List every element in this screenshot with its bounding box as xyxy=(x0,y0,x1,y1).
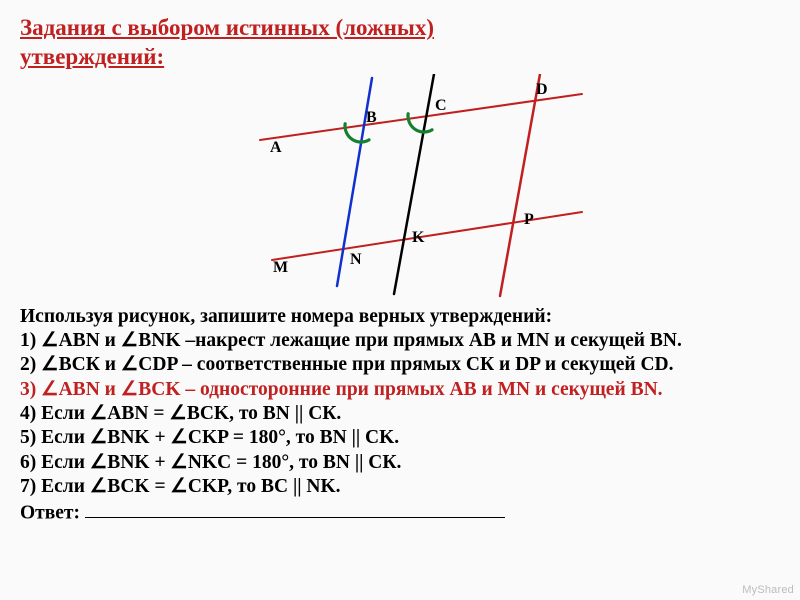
statement-7: 7) Если ∠BCK = ∠CKP, то BC || NK. xyxy=(20,475,780,499)
answer-label: Ответ: xyxy=(20,502,85,523)
statement-2: 2) ∠BCК и ∠CDP – соответственные при пря… xyxy=(20,353,780,377)
line-3 xyxy=(394,74,434,294)
statement-3: 3) ∠ABN и ∠BCK – односторонние при прямы… xyxy=(20,378,780,402)
task-body: Используя рисунок, запишите номера верны… xyxy=(20,305,780,526)
point-label-B: B xyxy=(366,109,377,126)
instruction-text: Используя рисунок, запишите номера верны… xyxy=(20,305,780,329)
title-line-2: утверждений: xyxy=(20,44,164,69)
line-4 xyxy=(500,74,540,296)
point-label-A: A xyxy=(270,139,282,156)
statement-1: 1) ∠ABN и ∠BNK –накрест лежащие при прям… xyxy=(20,329,780,353)
point-label-K: K xyxy=(412,229,425,246)
point-label-M: M xyxy=(273,259,288,276)
point-label-P: P xyxy=(524,211,534,228)
point-label-C: C xyxy=(435,97,447,114)
answer-blank xyxy=(85,500,505,519)
geometry-diagram: A B C D M N K P xyxy=(210,74,590,299)
line-1 xyxy=(272,212,582,260)
statement-6: 6) Если ∠BNK + ∠NKC = 180°, то BN || CК. xyxy=(20,451,780,475)
point-label-D: D xyxy=(536,81,548,98)
diagram-container: A B C D M N K P xyxy=(20,74,780,299)
statement-4: 4) Если ∠ABN = ∠BCK, то BN || CК. xyxy=(20,402,780,426)
task-title: Задания с выбором истинных (ложных) утве… xyxy=(20,14,780,72)
statement-5: 5) Если ∠BNK + ∠CKP = 180°, то BN || CK. xyxy=(20,426,780,450)
watermark: MyShared xyxy=(742,584,794,596)
title-line-1: Задания с выбором истинных (ложных) xyxy=(20,15,434,40)
statements-list: 1) ∠ABN и ∠BNK –накрест лежащие при прям… xyxy=(20,329,780,500)
point-label-N: N xyxy=(350,251,362,268)
answer-row: Ответ: xyxy=(20,500,780,526)
